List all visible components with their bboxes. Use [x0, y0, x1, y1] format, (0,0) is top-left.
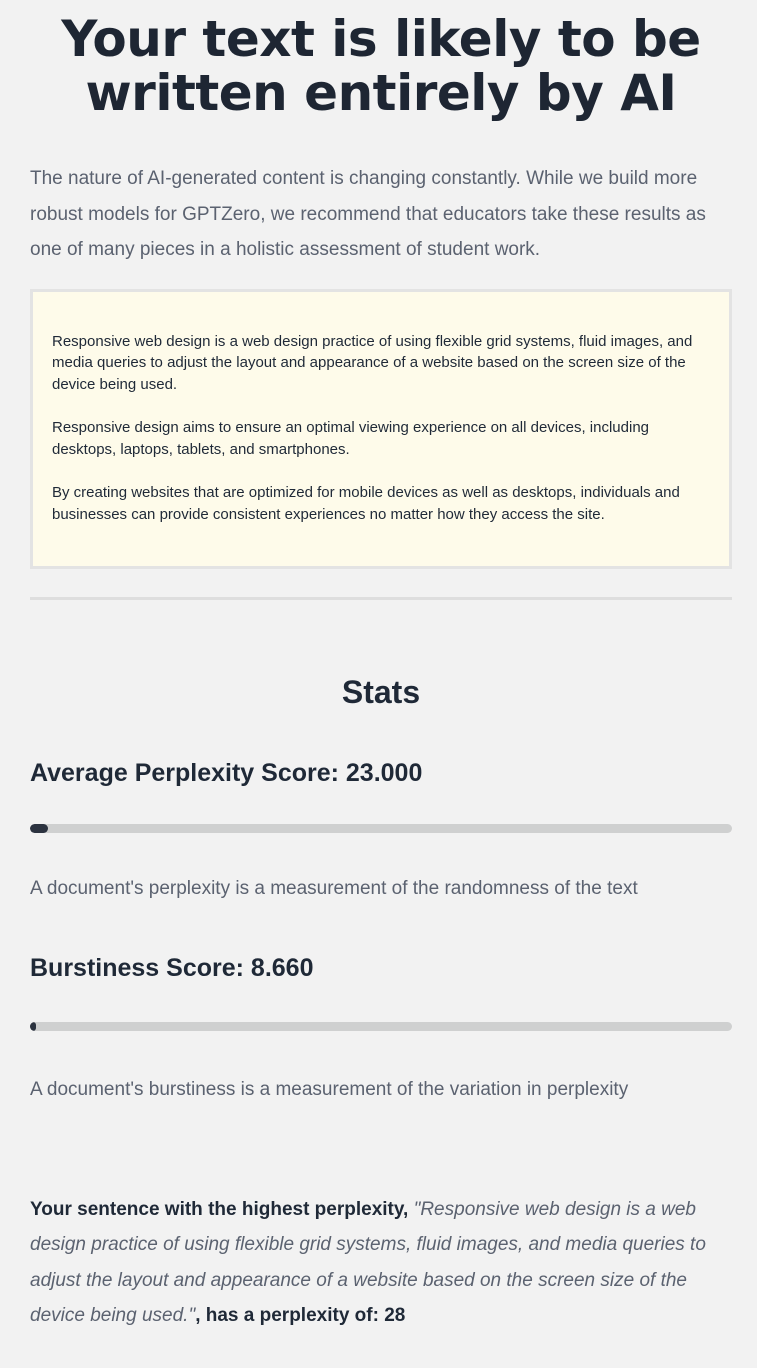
analyzed-paragraph: Responsive design aims to ensure an opti…: [52, 419, 650, 458]
perplexity-score-label: Average Perplexity Score: 23.000: [30, 758, 423, 787]
perplexity-progress-fill: [30, 823, 48, 833]
burstiness-progress-fill: [30, 1021, 36, 1031]
result-intro: The nature of AI-generated content is ch…: [30, 168, 706, 260]
analyzed-paragraph: Responsive web design is a web design pr…: [52, 332, 693, 393]
analyzed-paragraph: By creating websites that are optimized …: [52, 484, 680, 523]
stats-title: Stats: [341, 673, 421, 710]
burstiness-progress-bar: [30, 1021, 732, 1031]
analyzed-text-box: Responsive web design is a web design pr…: [30, 288, 732, 569]
perplexity-description: A document's perplexity is a measurement…: [30, 877, 638, 899]
burstiness-score-label: Burstiness Score: 8.660: [30, 953, 314, 982]
highest-perplexity-sentence: Your sentence with the highest perplexit…: [30, 1192, 732, 1334]
burstiness-description: A document's burstiness is a measurement…: [30, 1078, 629, 1100]
perplexity-progress-bar: [30, 823, 732, 833]
result-headline: Your text is likely to be written entire…: [61, 10, 701, 122]
highest-perplexity-quote: "Responsive web design is a web design p…: [30, 1198, 706, 1327]
highest-perplexity-prefix: Your sentence with the highest perplexit…: [30, 1198, 409, 1220]
highest-perplexity-suffix: , has a perplexity of: 28: [195, 1305, 406, 1326]
section-divider: [30, 596, 732, 600]
